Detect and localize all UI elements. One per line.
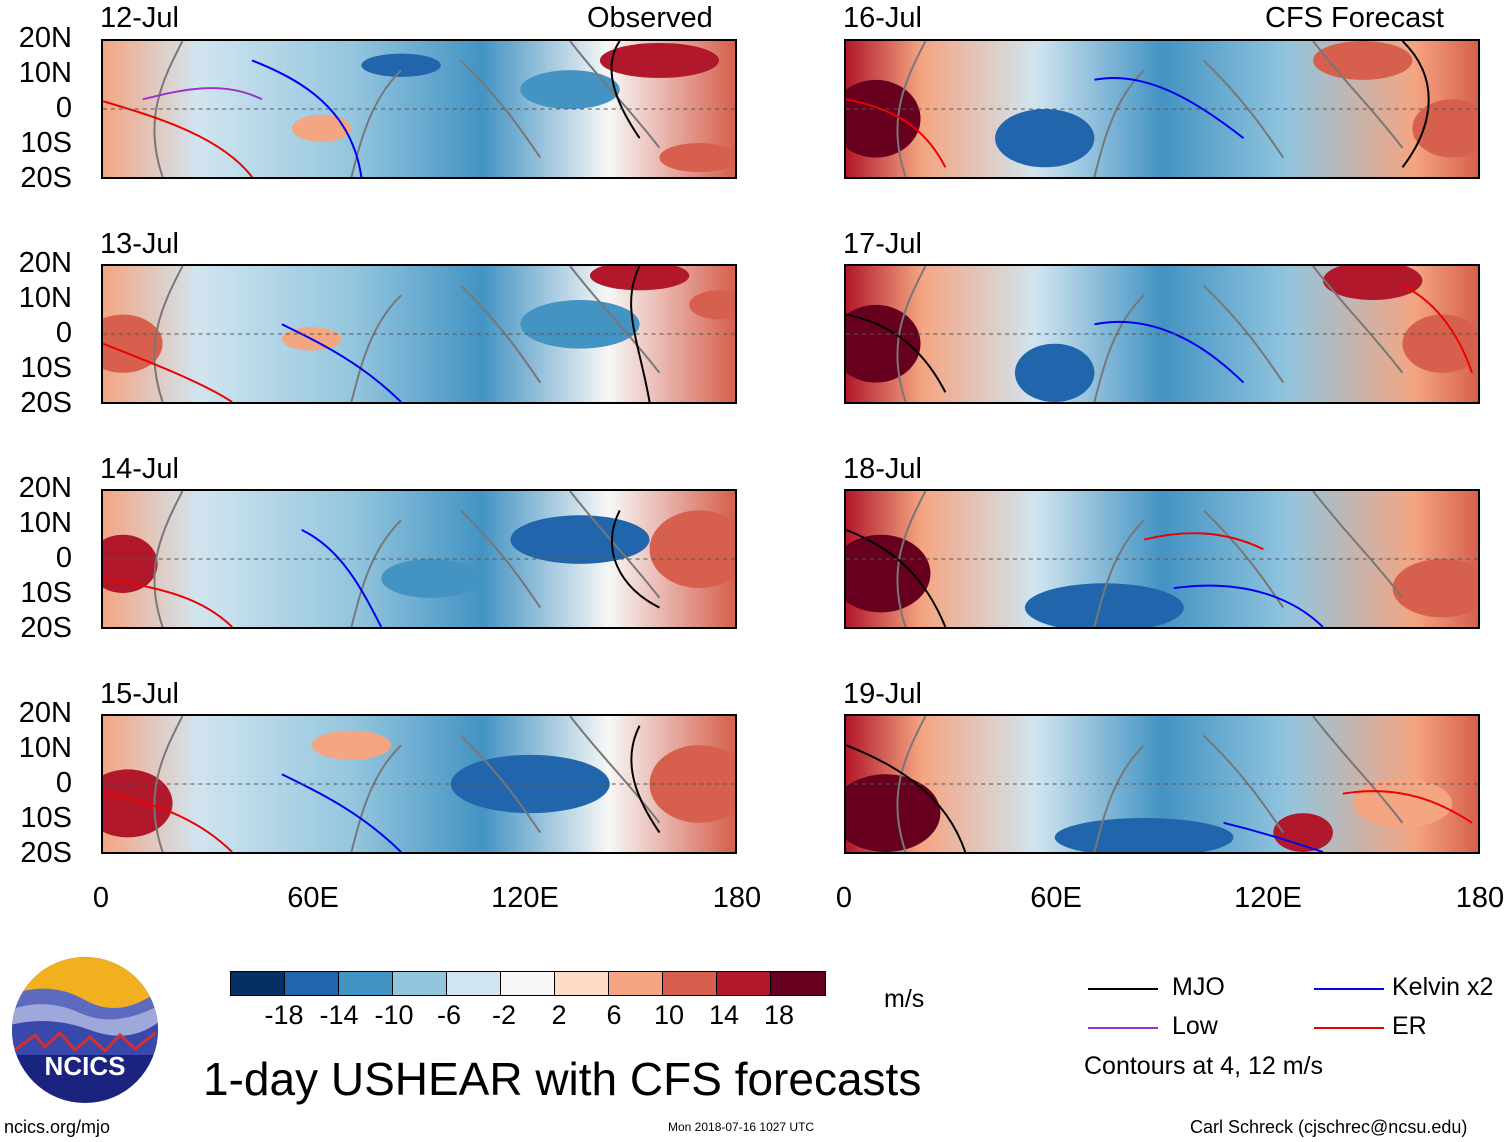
lat-tick: 10N xyxy=(18,57,72,89)
panel-date: 16-Jul xyxy=(843,2,922,34)
colorbar xyxy=(230,971,826,996)
lon-tick: 60E xyxy=(1030,882,1082,914)
colorbar-swatch xyxy=(663,972,717,995)
colorbar-label: -6 xyxy=(436,1000,461,1030)
lat-tick: 20N xyxy=(18,22,72,54)
colorbar-label: 18 xyxy=(763,1000,795,1030)
lat-tick: 20S xyxy=(20,837,72,869)
shear-map xyxy=(846,41,1478,177)
colorbar-label: 14 xyxy=(708,1000,740,1030)
map-panel-observed-1 xyxy=(101,39,737,179)
lat-tick: 20S xyxy=(20,612,72,644)
colorbar-label: -2 xyxy=(491,1000,516,1030)
lat-tick: 10N xyxy=(18,732,72,764)
lat-tick: 20N xyxy=(18,247,72,279)
colorbar-label: -14 xyxy=(319,1000,359,1030)
map-panel-forecast-3 xyxy=(844,489,1480,629)
lat-tick: 20N xyxy=(18,472,72,504)
map-panel-observed-2 xyxy=(101,264,737,404)
legend-label-kelvin: Kelvin x2 xyxy=(1392,973,1494,1001)
panel-date: 15-Jul xyxy=(100,678,179,710)
units-label: m/s xyxy=(884,985,925,1013)
legend-line-er xyxy=(1314,1027,1384,1029)
shear-map xyxy=(846,716,1478,852)
lon-tick: 180 xyxy=(712,882,762,914)
lat-tick: 10N xyxy=(18,282,72,314)
map-panel-forecast-1 xyxy=(844,39,1480,179)
site-url[interactable]: ncics.org/mjo xyxy=(4,1117,111,1137)
lat-tick: 0 xyxy=(55,317,72,349)
legend-label-low: Low xyxy=(1172,1012,1218,1040)
lon-tick: 0 xyxy=(835,882,853,914)
credit: Carl Schreck (cjschrec@ncsu.edu) xyxy=(1190,1117,1468,1137)
legend-line-low xyxy=(1088,1027,1158,1029)
forecast-title: CFS Forecast xyxy=(1265,2,1444,34)
colorbar-swatch xyxy=(717,972,771,995)
legend-label-er: ER xyxy=(1392,1012,1427,1040)
panel-date: 19-Jul xyxy=(843,678,922,710)
colorbar-swatch xyxy=(771,972,825,995)
lat-tick: 10N xyxy=(18,507,72,539)
lon-tick: 0 xyxy=(92,882,110,914)
colorbar-swatch xyxy=(501,972,555,995)
colorbar-swatch xyxy=(555,972,609,995)
timestamp: Mon 2018-07-16 1027 UTC xyxy=(668,1120,815,1134)
lon-tick: 60E xyxy=(287,882,339,914)
shear-map xyxy=(846,266,1478,402)
lat-tick: 0 xyxy=(55,767,72,799)
lat-tick: 20N xyxy=(18,697,72,729)
contours-note: Contours at 4, 12 m/s xyxy=(1084,1052,1324,1080)
legend-label-mjo: MJO xyxy=(1172,973,1225,1001)
panel-date: 18-Jul xyxy=(843,453,922,485)
logo-text: NCICS xyxy=(45,1051,126,1081)
colorbar-swatch xyxy=(393,972,447,995)
ncics-logo: NCICS xyxy=(10,955,160,1105)
legend-line-kelvin xyxy=(1314,988,1384,990)
legend-line-mjo xyxy=(1088,988,1158,990)
map-panel-forecast-4 xyxy=(844,714,1480,854)
panel-date: 14-Jul xyxy=(100,453,179,485)
shear-map xyxy=(103,41,735,177)
colorbar-swatch xyxy=(339,972,393,995)
lat-tick: 0 xyxy=(55,542,72,574)
panel-date: 12-Jul xyxy=(100,2,179,34)
colorbar-swatch xyxy=(609,972,663,995)
colorbar-label: 2 xyxy=(551,1000,567,1030)
lat-tick: 10S xyxy=(20,352,72,384)
map-panel-observed-3 xyxy=(101,489,737,629)
figure-title: 1-day USHEAR with CFS forecasts xyxy=(203,1053,922,1105)
lat-tick: 10S xyxy=(20,127,72,159)
colorbar-label: 10 xyxy=(653,1000,685,1030)
colorbar-swatch xyxy=(231,972,285,995)
map-panel-observed-4 xyxy=(101,714,737,854)
panel-date: 17-Jul xyxy=(843,228,922,260)
shear-map xyxy=(103,716,735,852)
lat-tick: 10S xyxy=(20,802,72,834)
lon-tick: 180 xyxy=(1455,882,1505,914)
map-panel-forecast-2 xyxy=(844,264,1480,404)
colorbar-label: -10 xyxy=(374,1000,414,1030)
colorbar-swatch xyxy=(447,972,501,995)
colorbar-swatch xyxy=(285,972,339,995)
lon-tick: 120E xyxy=(1234,882,1302,914)
lat-tick: 10S xyxy=(20,577,72,609)
ncics-logo-graphic: NCICS xyxy=(12,957,158,1103)
shear-map xyxy=(103,491,735,627)
colorbar-label: -18 xyxy=(264,1000,304,1030)
colorbar-label: 6 xyxy=(606,1000,622,1030)
lat-tick: 0 xyxy=(55,92,72,124)
lat-tick: 20S xyxy=(20,162,72,194)
shear-map xyxy=(846,491,1478,627)
shear-map xyxy=(103,266,735,402)
lon-tick: 120E xyxy=(491,882,559,914)
lat-tick: 20S xyxy=(20,387,72,419)
observed-title: Observed xyxy=(587,2,713,34)
panel-date: 13-Jul xyxy=(100,228,179,260)
